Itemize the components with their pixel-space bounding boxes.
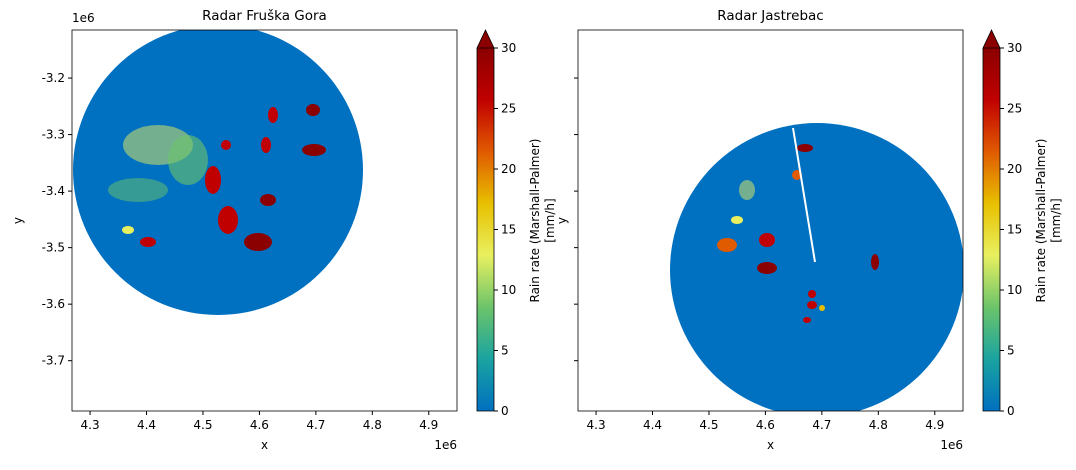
x-tick-label: 4.7	[812, 418, 831, 432]
x-tick-label: 4.4	[137, 418, 156, 432]
x-offset-label: 1e6	[940, 438, 963, 452]
title: Radar Fruška Gora	[202, 8, 327, 24]
radar-disk	[670, 123, 963, 411]
x-tick-label: 4.5	[699, 418, 718, 432]
echo	[759, 233, 775, 247]
x-tick-label: 4.3	[587, 418, 606, 432]
y-axis-label: y	[11, 217, 25, 224]
y-offset-label: 1e6	[72, 11, 95, 25]
x-tick-label: 4.4	[643, 418, 662, 432]
colorbar-label: Rain rate (Marshall-Palmer)	[1034, 139, 1048, 303]
colorbar-tick-label: 30	[501, 41, 516, 55]
x-tick-label: 4.9	[925, 418, 944, 432]
colorbar	[477, 48, 494, 411]
echo	[261, 137, 271, 153]
echo	[168, 135, 208, 185]
x-tick-label: 4.6	[756, 418, 775, 432]
axes-frame	[577, 29, 964, 412]
echo	[122, 226, 134, 234]
colorbar-tick-label: 25	[501, 102, 516, 116]
x-tick-label: 4.9	[419, 418, 438, 432]
y-tick-label: -3.2	[42, 71, 65, 85]
colorbar-extend	[476, 29, 495, 49]
echo	[205, 166, 221, 194]
x-tick-label: 4.7	[306, 418, 325, 432]
y-tick-label: -3.7	[42, 354, 65, 368]
colorbar-tick-label: 20	[1007, 162, 1022, 176]
echo	[218, 206, 238, 234]
echo	[731, 216, 743, 224]
echo	[260, 194, 276, 206]
echo	[871, 254, 879, 270]
colorbar-extend	[982, 29, 1001, 49]
colorbar-tick-label: 10	[1007, 283, 1022, 297]
echo	[757, 262, 777, 274]
echo	[808, 290, 816, 298]
title: Radar Jastrebac	[717, 8, 823, 24]
colorbar	[983, 48, 1000, 411]
echo	[140, 237, 156, 247]
colorbar-tick-label: 5	[1007, 344, 1015, 358]
beam-gap	[792, 127, 816, 263]
colorbar-tick-label: 15	[501, 223, 516, 237]
colorbar-tick-label: 25	[1007, 102, 1022, 116]
colorbar-tick-label: 20	[501, 162, 516, 176]
x-tick-label: 4.3	[81, 418, 100, 432]
echo	[819, 305, 825, 311]
colorbar-tick-label: 30	[1007, 41, 1022, 55]
x-tick-label: 4.6	[250, 418, 269, 432]
x-tick-label: 4.8	[363, 418, 382, 432]
echo	[717, 238, 737, 252]
radar-image	[670, 123, 963, 411]
echo	[803, 317, 811, 323]
radar-image	[73, 30, 363, 315]
x-tick-label: 4.8	[869, 418, 888, 432]
echo	[268, 107, 278, 123]
x-axis-label: x	[261, 438, 268, 452]
colorbar-label: [mm/h]	[543, 198, 557, 242]
y-tick-label: -3.5	[42, 241, 65, 255]
y-tick-label: -3.4	[42, 184, 65, 198]
colorbar-tick-label: 10	[501, 283, 516, 297]
echo	[306, 104, 320, 116]
echo	[797, 144, 813, 152]
echo	[807, 301, 817, 309]
colorbar-label: Rain rate (Marshall-Palmer)	[528, 139, 542, 303]
echo	[108, 178, 168, 202]
echo	[739, 180, 755, 200]
axes-frame	[71, 29, 458, 412]
echo	[302, 144, 326, 156]
colorbar-tick-label: 5	[501, 344, 509, 358]
y-tick-label: -3.3	[42, 128, 65, 142]
echo	[244, 233, 272, 251]
colorbar-tick-label: 0	[501, 404, 509, 418]
echo	[221, 140, 231, 150]
colorbar-tick-label: 15	[1007, 223, 1022, 237]
colorbar-tick-label: 0	[1007, 404, 1015, 418]
y-axis-label: y	[555, 217, 569, 224]
colorbar-label: [mm/h]	[1049, 198, 1063, 242]
y-tick-label: -3.6	[42, 297, 65, 311]
x-tick-label: 4.5	[193, 418, 212, 432]
x-offset-label: 1e6	[434, 438, 457, 452]
x-axis-label: x	[767, 438, 774, 452]
